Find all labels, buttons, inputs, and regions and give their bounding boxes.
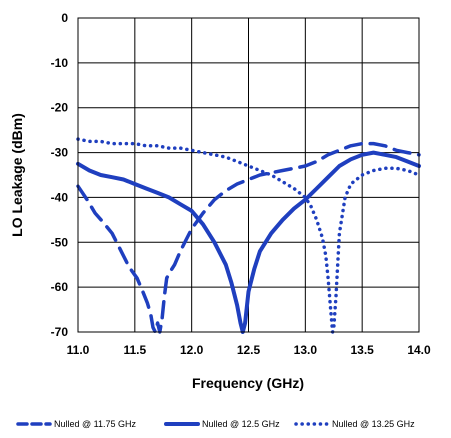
y-tick-label: -40 (51, 190, 69, 204)
y-tick-label: -50 (51, 235, 69, 249)
x-tick-label: 11.0 (67, 343, 90, 357)
series-line-1 (76, 141, 421, 334)
series-line-2 (76, 150, 421, 334)
x-tick-label: 14.0 (407, 343, 431, 357)
y-tick-label: -70 (51, 325, 69, 339)
x-tick-label: 12.5 (237, 343, 261, 357)
y-tick-label: -30 (51, 146, 69, 160)
y-axis-title: LO Leakage (dBm) (9, 113, 25, 237)
x-tick-label: 12.0 (180, 343, 204, 357)
y-tick-label: 0 (61, 11, 68, 25)
y-tick-label: -20 (51, 101, 69, 115)
legend: Nulled @ 11.75 GHz Nulled @ 12.5 GHz Nulle… (16, 419, 415, 429)
series-line-3 (76, 137, 421, 334)
y-tick-label: -10 (51, 56, 69, 70)
x-tick-label: 13.0 (294, 343, 318, 357)
x-axis-title: Frequency (GHz) (192, 375, 304, 391)
legend-label-2: Nulled @ 12.5 GHz (202, 419, 280, 429)
series-layer (76, 137, 421, 334)
legend-label-3: Nulled @ 13.25 GHz (332, 419, 415, 429)
y-tick-label: -60 (51, 280, 69, 294)
x-tick-label: 11.5 (123, 343, 146, 357)
x-tick-label: 13.5 (350, 343, 374, 357)
legend-label-1: Nulled @ 11.75 GHz (54, 419, 137, 429)
y-tick-labels: 0 -10 -20 -30 -40 -50 -60 -70 (51, 11, 69, 339)
x-tick-labels: 11.0 11.5 12.0 12.5 13.0 13.5 14.0 (67, 343, 431, 357)
plot-border (77, 17, 420, 333)
